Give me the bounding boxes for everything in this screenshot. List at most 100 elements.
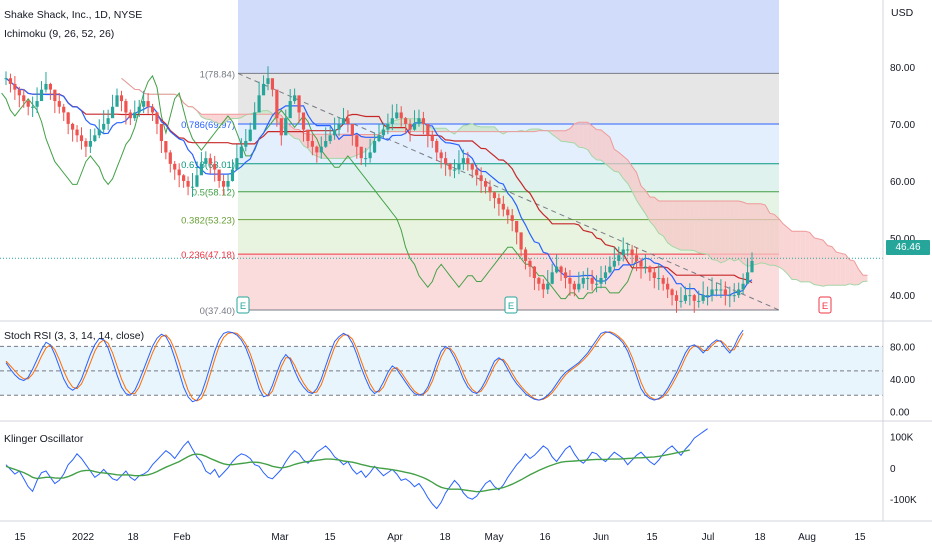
candle-body bbox=[346, 118, 349, 124]
ichimoku-cloud-segment bbox=[779, 218, 783, 269]
ichimoku-cloud-segment bbox=[756, 204, 760, 265]
candle-body bbox=[84, 141, 87, 147]
candle-body bbox=[386, 124, 389, 130]
stoch-tick-label: 40.00 bbox=[890, 375, 915, 386]
klinger-pane[interactable] bbox=[6, 429, 708, 509]
candle-body bbox=[222, 181, 225, 187]
candle-body bbox=[622, 249, 625, 255]
candle-body bbox=[373, 141, 376, 152]
ichimoku-cloud-segment bbox=[699, 201, 703, 254]
ichimoku-cloud-segment bbox=[836, 252, 840, 285]
ichimoku-cloud-segment bbox=[792, 231, 796, 279]
ichimoku-cloud-segment bbox=[734, 201, 738, 261]
ichimoku-cloud-segment bbox=[264, 111, 268, 115]
candle-body bbox=[297, 95, 300, 112]
candle-body bbox=[262, 84, 265, 95]
time-tick-label: 15 bbox=[324, 532, 336, 543]
candle-body bbox=[653, 272, 656, 278]
ichimoku-legend[interactable]: Ichimoku (9, 26, 52, 26) bbox=[4, 28, 114, 40]
ichimoku-cloud-segment bbox=[765, 205, 769, 265]
ichimoku-cloud-segment bbox=[716, 201, 720, 263]
candle-body bbox=[564, 272, 567, 278]
ichimoku-cloud-segment bbox=[761, 204, 765, 264]
ichimoku-cloud-segment bbox=[774, 214, 778, 266]
fib-level-label: 0.236(47.18) bbox=[181, 250, 235, 261]
candle-body bbox=[631, 249, 634, 255]
time-tick-label: May bbox=[485, 532, 504, 543]
symbol-title[interactable]: Shake Shack, Inc., 1D, NYSE bbox=[4, 9, 142, 21]
candle-body bbox=[271, 78, 274, 89]
ichimoku-cloud-segment bbox=[748, 204, 752, 267]
candle-body bbox=[400, 112, 403, 118]
klinger-legend[interactable]: Klinger Oscillator bbox=[4, 433, 83, 445]
candle-body bbox=[391, 118, 394, 124]
ichimoku-cloud-segment bbox=[685, 201, 689, 250]
ichimoku-cloud-segment bbox=[850, 260, 854, 285]
candle-body bbox=[444, 158, 447, 164]
candle-body bbox=[719, 289, 722, 290]
candle-body bbox=[493, 192, 496, 198]
ichimoku-cloud-segment bbox=[295, 129, 299, 139]
candle-body bbox=[324, 141, 327, 147]
klinger-line bbox=[6, 429, 708, 509]
candle-body bbox=[209, 158, 212, 164]
ichimoku-cloud-segment bbox=[743, 202, 747, 266]
time-tick-label: 15 bbox=[854, 532, 866, 543]
ichimoku-cloud-segment bbox=[481, 127, 485, 132]
candle-body bbox=[186, 181, 189, 187]
ichimoku-cloud-segment bbox=[681, 201, 685, 250]
candle-body bbox=[750, 261, 753, 272]
candle-body bbox=[524, 249, 527, 260]
candle-body bbox=[559, 267, 562, 273]
candle-body bbox=[218, 170, 221, 181]
candle-body bbox=[124, 101, 127, 112]
candle-body bbox=[724, 289, 727, 295]
candle-body bbox=[53, 90, 56, 101]
klinger-tick-label: -100K bbox=[890, 495, 917, 506]
candle-body bbox=[435, 141, 438, 152]
candle-body bbox=[746, 272, 749, 283]
price-tick-label: 60.00 bbox=[890, 177, 915, 188]
time-tick-label: Feb bbox=[173, 532, 191, 543]
candle-body bbox=[608, 267, 611, 273]
candle-body bbox=[706, 295, 709, 296]
candle-body bbox=[329, 135, 332, 141]
ichimoku-cloud-segment bbox=[823, 240, 827, 286]
candle-body bbox=[488, 187, 491, 193]
candle-body bbox=[355, 135, 358, 146]
candle-body bbox=[448, 164, 451, 170]
price-pane[interactable]: 1(78.84)0.786(69.97)0.618(63.01)0.5(58.1… bbox=[0, 0, 883, 317]
stoch-tick-label: 0.00 bbox=[890, 407, 910, 418]
candle-body bbox=[173, 164, 176, 170]
candle-body bbox=[382, 130, 385, 136]
time-tick-label: Jun bbox=[593, 532, 609, 543]
candle-body bbox=[138, 107, 141, 113]
candle-body bbox=[200, 164, 203, 175]
candle-body bbox=[648, 267, 651, 273]
candle-body bbox=[235, 158, 238, 169]
price-tick-label: 80.00 bbox=[890, 63, 915, 74]
candle-body bbox=[146, 101, 149, 107]
ichimoku-cloud-segment bbox=[690, 201, 694, 251]
time-tick-label: 2022 bbox=[72, 532, 95, 543]
candle-body bbox=[413, 124, 416, 130]
candle-body bbox=[408, 124, 411, 130]
ichimoku-cloud-segment bbox=[863, 275, 867, 281]
candle-body bbox=[480, 175, 483, 181]
candle-body bbox=[107, 118, 110, 124]
candle-body bbox=[284, 118, 287, 135]
fib-level-label: 0.382(53.23) bbox=[181, 216, 235, 227]
candle-body bbox=[27, 101, 30, 107]
ichimoku-cloud-segment bbox=[783, 224, 787, 274]
candle-body bbox=[133, 112, 136, 118]
candle-body bbox=[58, 101, 61, 107]
candle-body bbox=[733, 295, 736, 296]
ichimoku-cloud-segment bbox=[730, 201, 734, 261]
stoch-rsi-legend[interactable]: Stoch RSI (3, 3, 14, 14, close) bbox=[4, 330, 144, 342]
ichimoku-cloud-segment bbox=[348, 134, 352, 158]
candle-body bbox=[364, 158, 367, 159]
ichimoku-cloud-segment bbox=[805, 231, 809, 282]
candle-body bbox=[426, 124, 429, 135]
